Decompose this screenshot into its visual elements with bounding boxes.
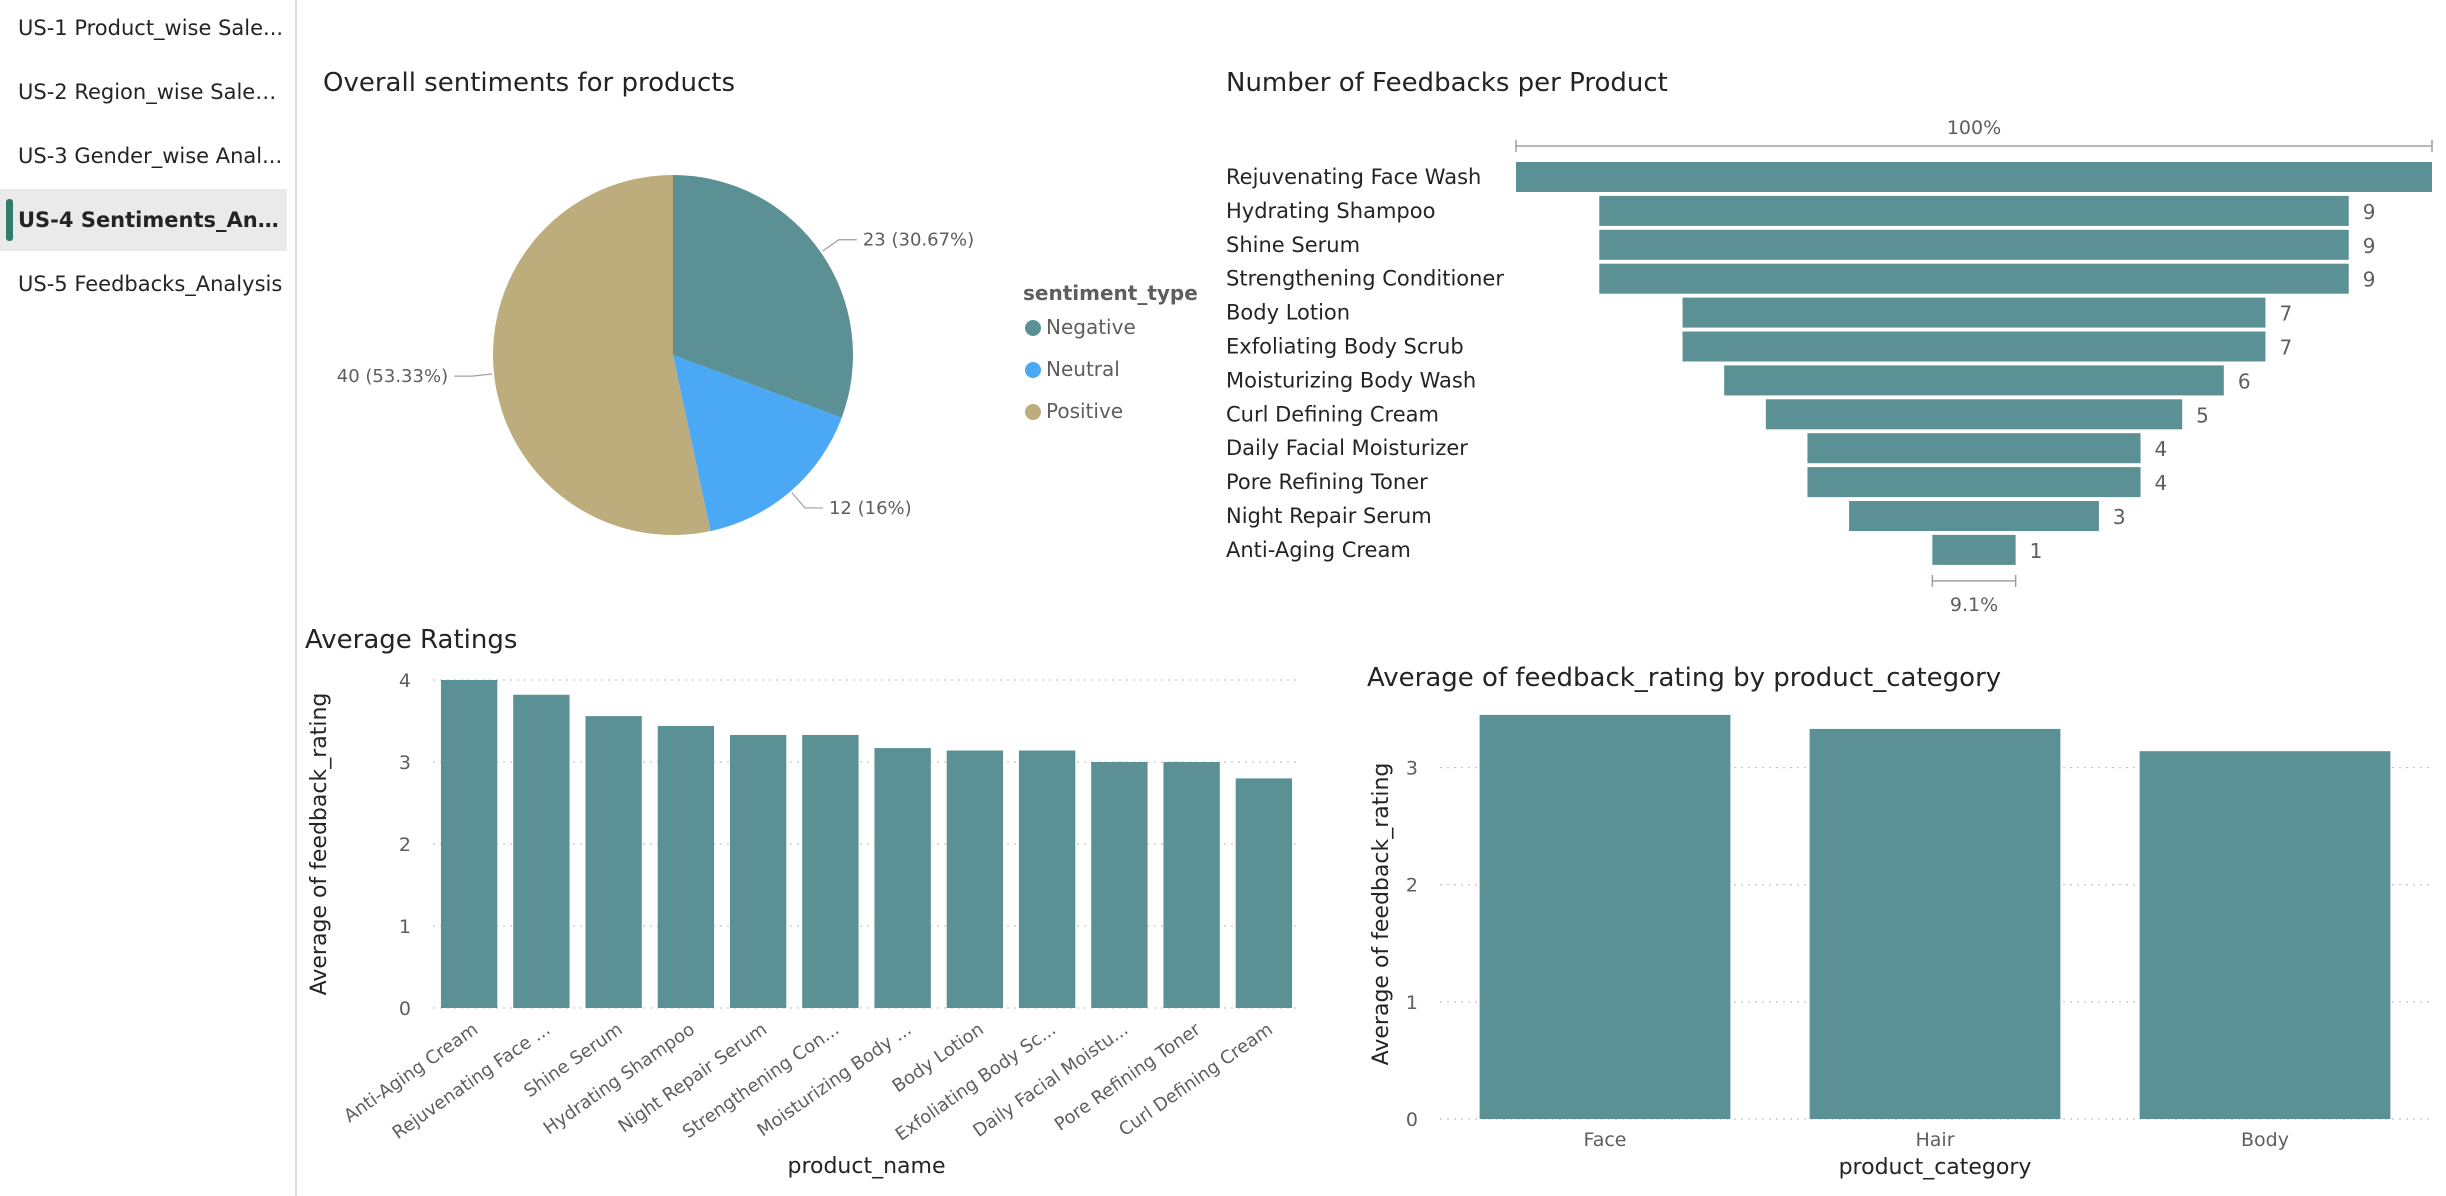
y-tick-label: 1 [1406,992,1418,1014]
category-chart-title: Average of feedback_rating by product_ca… [1367,663,2002,693]
x-tick-label: Hair [1915,1129,1954,1151]
bar[interactable] [729,734,787,1008]
category-ratings-chart: 0 1 2 3 Face Hair Body product_category Average … [1369,714,2430,1180]
funnel-bar[interactable] [1932,534,2016,565]
bar[interactable] [1235,778,1293,1008]
bar[interactable] [513,694,570,1008]
funnel-category-label: Strengthening Conditioner [1226,267,1504,291]
funnel-bottom-percent: 9.1% [1950,594,1998,616]
x-axis-title: product_name [787,1154,945,1179]
y-tick-label: 2 [1406,875,1418,897]
funnel-category-label: Moisturizing Body Wash [1226,368,1476,392]
bar[interactable] [1479,714,1731,1119]
funnel-bar[interactable] [1807,467,2141,498]
funnel-bar[interactable] [1849,501,2099,531]
pie-slice-positive[interactable] [492,175,711,535]
funnel-bar[interactable] [1807,433,2141,464]
bar[interactable] [657,725,715,1008]
legend-title: sentiment_type [1023,281,1198,305]
legend-item-neutral[interactable]: Neutral [1046,357,1120,381]
funnel-category-label: Daily Facial Moisturizer [1226,436,1468,460]
y-tick-label: 3 [399,752,411,774]
bar[interactable] [585,716,642,1008]
funnel-value-label: 7 [2279,336,2292,360]
legend-item-positive[interactable]: Positive [1046,399,1123,423]
pie-slice-negative[interactable] [673,175,854,418]
bar[interactable] [440,680,498,1008]
funnel-category-label: Shine Serum [1226,233,1360,257]
legend-marker-positive [1025,404,1041,420]
y-tick-label: 4 [399,670,411,692]
legend-item-negative[interactable]: Negative [1046,315,1136,339]
funnel-value-label: 9 [2363,200,2376,224]
bar[interactable] [1809,728,2061,1119]
funnel-value-label: 1 [2030,539,2043,563]
funnel-value-label: 9 [2363,268,2376,292]
bar[interactable] [874,748,931,1008]
y-tick-label: 1 [399,916,411,938]
feedbacks-funnel-chart: 100% Rejuvenating Face Wash Hydrating Sham… [1226,117,2433,616]
page-navigation: US-1 Product_wise Sale... US-2 Region_wis… [0,0,297,1196]
bar[interactable] [1091,762,1148,1008]
y-tick-label: 3 [1406,758,1418,780]
x-tick-label: Face [1584,1129,1627,1151]
funnel-bar[interactable] [1682,297,2266,328]
funnel-category-label: Body Lotion [1226,301,1350,325]
bar[interactable] [1163,762,1220,1008]
funnel-value-label: 5 [2196,403,2209,427]
funnel-value-label: 3 [2113,505,2126,529]
sentiment-pie-chart: 23 (30.67%) 12 (16%) 40 (53.33%) sentiment_… [337,175,1198,535]
bar[interactable] [2139,751,2391,1119]
nav-item-2[interactable]: US-2 Region_wise Sales ... [18,80,287,104]
funnel-bar[interactable] [1682,331,2266,362]
y-axis-title: Average of feedback_rating [307,693,332,996]
funnel-value-label: 4 [2155,437,2168,461]
funnel-bar[interactable] [1765,399,2183,430]
pie-leader-line [822,239,857,252]
nav-item-1[interactable]: US-1 Product_wise Sale... [18,16,284,40]
bar[interactable] [946,750,1004,1008]
x-tick-label: Body [2241,1129,2289,1151]
funnel-top-percent: 100% [1947,117,2001,139]
pie-data-label: 12 (16%) [829,498,912,519]
funnel-value-label: 9 [2363,234,2376,258]
pie-leader-line [791,492,823,509]
bar[interactable] [802,734,859,1008]
funnel-value-label: 6 [2238,369,2251,393]
pie-slice-neutral[interactable] [673,355,842,532]
funnel-chart-title: Number of Feedbacks per Product [1226,68,1668,98]
funnel-category-label: Hydrating Shampoo [1226,199,1435,223]
pie-data-label: 40 (53.33%) [337,366,448,387]
funnel-category-label: Rejuvenating Face Wash [1226,165,1481,189]
y-axis-title: Average of feedback_rating [1369,763,1394,1066]
funnel-category-label: Anti-Aging Cream [1226,538,1411,562]
funnel-bar[interactable] [1599,195,2349,226]
funnel-category-label: Night Repair Serum [1226,504,1432,528]
nav-item-4[interactable]: US-4 Sentiments_Analy... [0,189,287,251]
nav-item-3[interactable]: US-3 Gender_wise Anal... [18,144,283,168]
x-axis-title: product_category [1839,1155,2032,1180]
nav-item-5[interactable]: US-5 Feedbacks_Analysis [18,272,283,296]
bar[interactable] [1018,750,1076,1008]
funnel-value-label: 4 [2155,471,2168,495]
funnel-bar[interactable] [1599,263,2349,294]
funnel-bar[interactable] [1724,365,2224,396]
funnel-bar[interactable] [1599,229,2349,260]
y-tick-label: 2 [399,834,411,856]
avg-ratings-title: Average Ratings [305,625,518,655]
y-tick-label: 0 [1406,1109,1418,1131]
funnel-category-label: Exfoliating Body Scrub [1226,335,1464,359]
funnel-category-label: Curl Defining Cream [1226,402,1439,426]
legend-marker-neutral [1025,362,1041,378]
funnel-bar[interactable] [1516,162,2432,192]
y-tick-label: 0 [399,998,411,1020]
pie-leader-line [454,373,493,377]
legend-marker-negative [1025,320,1041,336]
funnel-category-label: Pore Refining Toner [1226,470,1428,494]
funnel-value-label: 7 [2279,302,2292,326]
pie-chart-title: Overall sentiments for products [323,68,735,98]
pie-data-label: 23 (30.67%) [863,230,974,251]
